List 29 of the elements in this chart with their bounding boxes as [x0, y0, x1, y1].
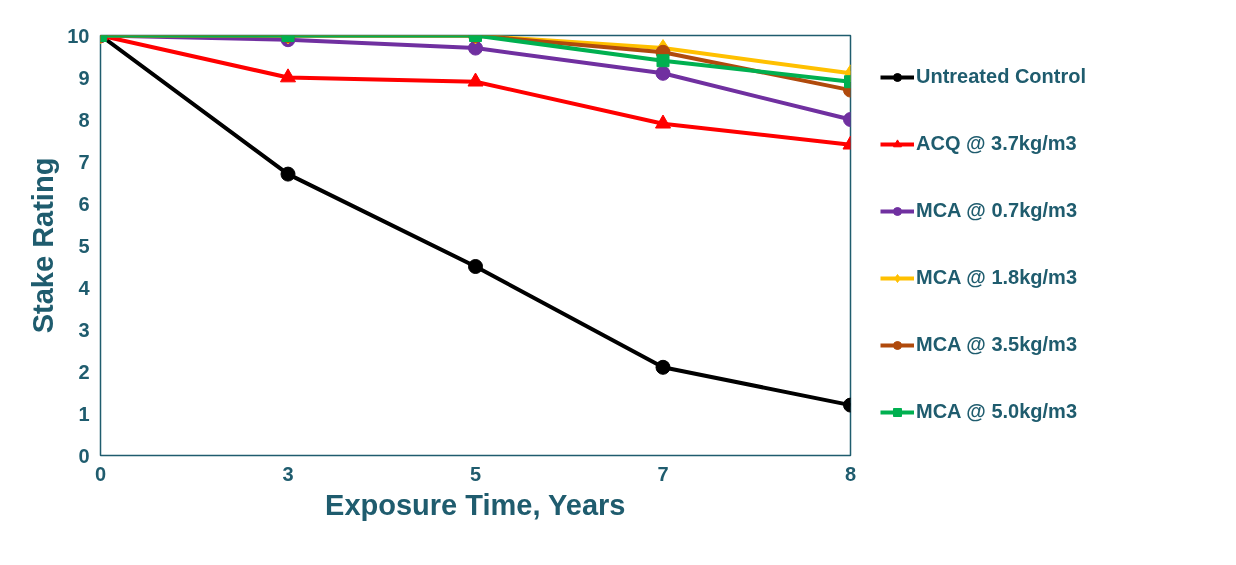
point	[468, 40, 483, 56]
y-tick-label: 9	[78, 66, 90, 89]
y-tick-label: 3	[78, 318, 90, 341]
x-axis-title: Exposure Time, Years	[325, 488, 626, 521]
legend-label: MCA @ 1.8kg/m3	[916, 266, 1078, 289]
y-tick-label: 7	[78, 150, 90, 173]
y-tick-label: 5	[78, 234, 90, 257]
y-tick-label: 4	[78, 276, 91, 299]
x-tick-label: 7	[657, 462, 669, 485]
x-tick-label: 8	[844, 462, 857, 485]
x-tick-label: 5	[469, 462, 482, 485]
y-tick-label: 1	[78, 402, 90, 425]
legend-label: MCA @ 5.0kg/m3	[916, 400, 1078, 423]
point	[280, 166, 296, 182]
y-tick-label: 10	[67, 24, 90, 47]
legend-label: Untreated Control	[916, 65, 1086, 88]
legend-label: MCA @ 3.5kg/m3	[916, 333, 1078, 356]
point	[468, 259, 483, 274]
x-tick-label: 3	[282, 462, 294, 485]
legend-label: MCA @ 0.7kg/m3	[916, 199, 1078, 222]
point	[655, 65, 671, 81]
point	[655, 359, 671, 375]
y-tick-label: 2	[78, 360, 90, 383]
x-tick-label: 0	[94, 462, 107, 485]
y-tick-label: 8	[78, 108, 90, 131]
y-tick-label: 0	[78, 444, 90, 467]
legend-label: ACQ @ 3.7kg/m3	[916, 132, 1077, 155]
y-axis-title: Stake Rating	[27, 157, 60, 334]
y-tick-label: 6	[78, 192, 90, 215]
